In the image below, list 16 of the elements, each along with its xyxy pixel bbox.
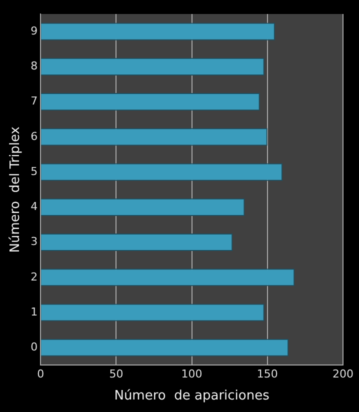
y-tick-label: 5	[30, 164, 38, 178]
y-tick-label: 9	[30, 24, 38, 38]
x-tick-label: 200	[332, 368, 354, 381]
x-axis-title: Número de apariciones	[114, 388, 270, 404]
y-tick-label: 2	[30, 270, 38, 284]
y-tick-label: 4	[30, 200, 38, 214]
y-tick-label: 0	[30, 340, 38, 354]
y-axis-title: Número del Triplex	[8, 126, 24, 253]
y-tick-label: 1	[30, 305, 38, 318]
x-tick-label: 150	[256, 368, 278, 381]
y-tick-label: 8	[30, 60, 38, 73]
y-tick-label: 3	[30, 235, 38, 248]
x-tick-label: 50	[109, 368, 124, 381]
y-tick-label: 7	[30, 94, 38, 108]
y-tick-label: 6	[30, 130, 38, 143]
x-tick-label: 100	[181, 368, 202, 381]
